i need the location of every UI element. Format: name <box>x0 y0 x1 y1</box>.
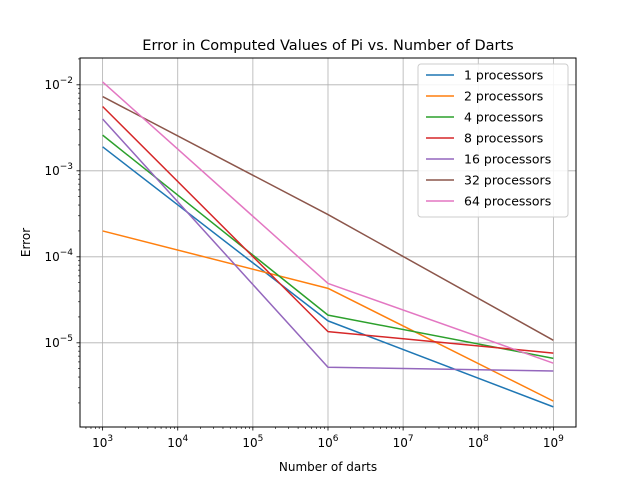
y-tick-label: 10−3 <box>44 162 73 178</box>
x-tick-label-exponent: 8 <box>483 434 489 444</box>
legend-label: 16 processors <box>464 152 551 167</box>
x-tick-label: 108 <box>468 434 489 450</box>
x-tick-label-exponent: 6 <box>333 434 339 444</box>
x-tick-label-base: 10 <box>242 436 257 450</box>
x-tick-label: 109 <box>543 434 564 450</box>
x-tick-label: 103 <box>92 434 113 450</box>
legend-label: 32 processors <box>464 173 551 188</box>
legend-label: 1 processors <box>464 68 543 83</box>
y-tick-label-base: 10 <box>44 78 59 92</box>
series-line-5 <box>102 118 554 372</box>
x-tick-label: 104 <box>167 434 188 450</box>
x-tick-label-base: 10 <box>393 436 408 450</box>
x-tick-label-base: 10 <box>543 436 558 450</box>
series-line-1 <box>102 146 554 408</box>
x-tick-label-exponent: 3 <box>107 434 113 444</box>
legend-box <box>417 63 569 218</box>
y-tick-label: 10−4 <box>44 248 73 264</box>
x-tick-label: 105 <box>242 434 263 450</box>
legend: 1 processors 2 processors 4 processors 8 pr… <box>417 63 569 218</box>
series-line-2 <box>102 230 554 402</box>
legend-label: 4 processors <box>464 110 543 125</box>
series-lines <box>102 81 554 408</box>
x-tick-label-exponent: 5 <box>258 434 264 444</box>
y-tick-label-exponent: −2 <box>60 76 73 86</box>
series-line-3 <box>102 134 554 360</box>
y-tick-label-base: 10 <box>44 336 59 350</box>
x-tick-label-base: 10 <box>317 436 332 450</box>
series-line-6 <box>102 95 554 341</box>
x-tick-label-base: 10 <box>167 436 182 450</box>
chart-title: Error in Computed Values of Pi vs. Numbe… <box>142 38 513 54</box>
y-tick-label-base: 10 <box>44 250 59 264</box>
x-tick-label-exponent: 9 <box>558 434 564 444</box>
x-tick-label-base: 10 <box>92 436 107 450</box>
y-tick-label-exponent: −4 <box>60 248 74 258</box>
x-tick-label-exponent: 7 <box>408 434 414 444</box>
y-tick-label-exponent: −5 <box>60 334 73 344</box>
y-tick-label: 10−5 <box>44 334 73 350</box>
y-tick-label: 10−2 <box>44 76 73 92</box>
x-tick-label: 106 <box>317 434 338 450</box>
legend-label: 64 processors <box>464 194 551 209</box>
legend-label: 2 processors <box>464 89 543 104</box>
x-axis-title: Number of darts <box>279 460 377 474</box>
y-axis-title: Error <box>19 228 33 257</box>
legend-label: 8 processors <box>464 131 543 146</box>
y-tick-label-base: 10 <box>44 164 59 178</box>
series-line-7 <box>102 81 554 364</box>
x-tick-label-base: 10 <box>468 436 483 450</box>
y-tick-label-exponent: −3 <box>60 162 73 172</box>
series-line-4 <box>102 105 554 354</box>
x-tick-label-exponent: 4 <box>183 434 189 444</box>
x-tick-label: 107 <box>393 434 414 450</box>
